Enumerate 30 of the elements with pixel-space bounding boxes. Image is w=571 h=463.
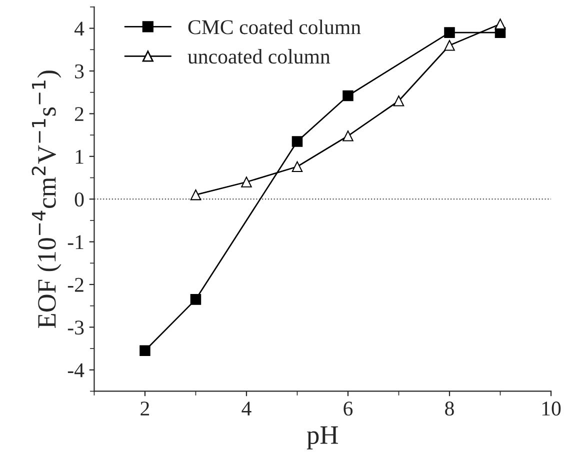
point (342, 130, 354, 142)
y-tick-label: -1 (68, 235, 84, 250)
point (140, 345, 150, 356)
y-tick-label: 0 (74, 192, 84, 207)
x-tick-label: 10 (542, 402, 561, 416)
point (292, 136, 303, 147)
point (241, 176, 252, 188)
y-tick-label: -3 (68, 320, 84, 335)
y-tick-label: 3 (75, 64, 84, 78)
text: EOF (10$^{−4}$cm$^{2}$V$^{−1}$s$^{−1}$) (32, 70, 62, 328)
point (393, 96, 404, 106)
y-tick-label: 1 (76, 150, 84, 164)
point (190, 189, 202, 200)
point (494, 18, 506, 30)
point (342, 90, 354, 102)
x-tick-label: 4 (242, 402, 252, 416)
y-tick-label: 2 (74, 107, 84, 121)
x-tick-label: 6 (344, 402, 353, 416)
point (444, 40, 455, 51)
point (292, 161, 303, 172)
x-axis-title: pH (306, 426, 338, 450)
legend-label: uncoated column (188, 49, 330, 64)
point (444, 27, 455, 38)
y-tick-label: 4 (74, 22, 84, 36)
legend-label: CMC coated column (188, 20, 361, 34)
point (190, 294, 202, 305)
y-tick-label: -2 (68, 278, 84, 292)
x-tick-label: 8 (445, 402, 454, 416)
x-tick-label: 2 (140, 402, 150, 416)
y-tick-label: -4 (68, 363, 84, 378)
